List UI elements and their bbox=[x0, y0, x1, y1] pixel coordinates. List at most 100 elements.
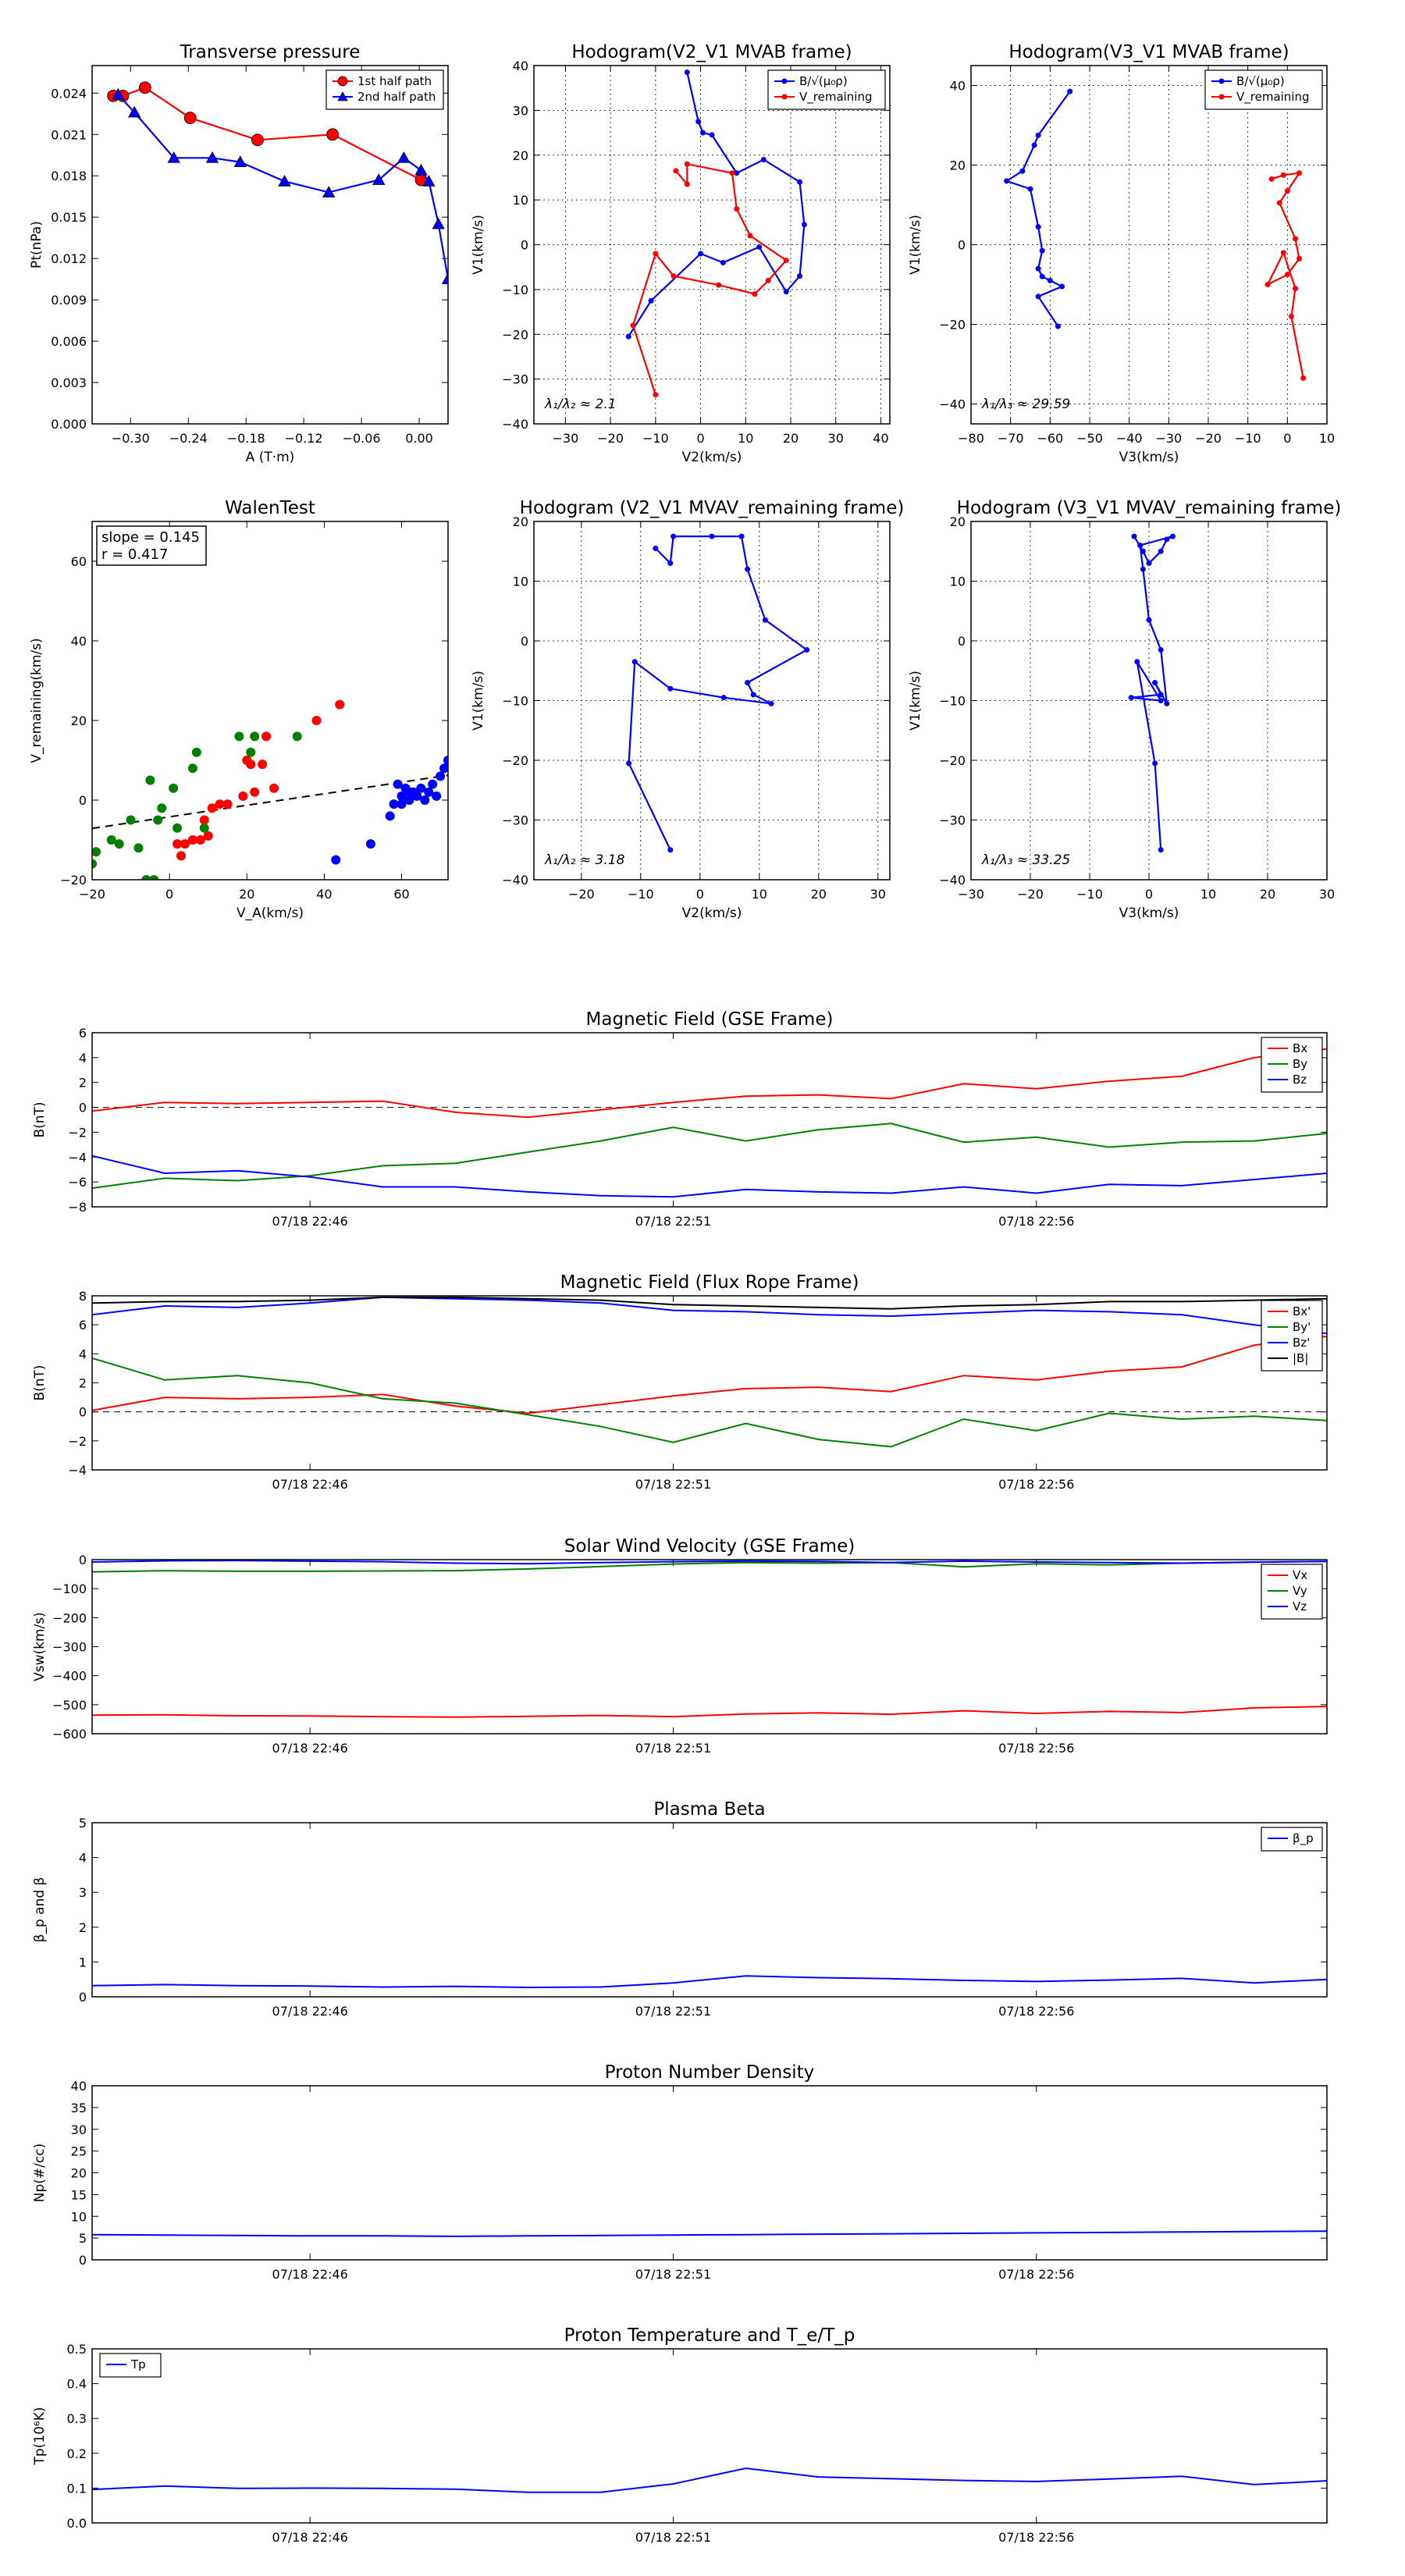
scatter-point bbox=[385, 811, 395, 821]
legend: Bx By Bz bbox=[1261, 1037, 1323, 1093]
y-tick-label: 20 bbox=[950, 514, 966, 529]
y-tick-label: 0.0 bbox=[67, 2516, 87, 2531]
series-point bbox=[1169, 533, 1176, 539]
series-point bbox=[1164, 536, 1170, 543]
legend-marker bbox=[337, 91, 348, 101]
x-tick-label: 07/18 22:46 bbox=[272, 2267, 348, 2282]
scatter-point bbox=[404, 787, 414, 797]
series-marker bbox=[278, 174, 291, 187]
series-point bbox=[709, 132, 715, 138]
scatter-point bbox=[436, 771, 446, 781]
fit-line bbox=[92, 774, 448, 830]
plot-area bbox=[107, 81, 448, 285]
series-point bbox=[1035, 265, 1041, 272]
y-axis-label: Pt(nPa) bbox=[29, 221, 44, 269]
y-tick-label: 0.000 bbox=[51, 417, 87, 432]
x-tick-label: 0 bbox=[696, 431, 704, 446]
plot-frame bbox=[970, 65, 1328, 425]
series-point bbox=[684, 161, 690, 167]
ratio-annotation: λ₁/λ₂ ≈ 2.1 bbox=[544, 397, 617, 412]
scatter-point bbox=[397, 791, 407, 801]
y-tick-label: −2 bbox=[68, 1434, 87, 1449]
plot-frame bbox=[91, 1822, 1328, 1998]
scatter-point bbox=[145, 775, 155, 785]
scatter-point bbox=[173, 823, 183, 833]
y-tick-label: 0.015 bbox=[51, 210, 87, 225]
series-point bbox=[738, 533, 745, 539]
x-tick-label: −10 bbox=[642, 431, 669, 446]
series-marker bbox=[205, 151, 219, 163]
legend-marker bbox=[1218, 78, 1225, 84]
series-marker bbox=[183, 112, 197, 124]
series-point bbox=[1297, 255, 1303, 262]
series-point bbox=[768, 700, 774, 706]
series-point bbox=[1131, 533, 1137, 539]
y-tick-label: 0 bbox=[79, 2253, 87, 2268]
series-point bbox=[1268, 176, 1275, 182]
y-tick-label: −600 bbox=[52, 1727, 87, 1742]
y-tick-label: −20 bbox=[60, 873, 87, 888]
series-point bbox=[1158, 847, 1164, 853]
series-point bbox=[670, 273, 677, 279]
series-point bbox=[1035, 224, 1041, 230]
x-tick-label: 07/18 22:56 bbox=[998, 1477, 1074, 1492]
series-line bbox=[631, 162, 788, 396]
y-tick-label: 6 bbox=[79, 1026, 87, 1041]
x-tick-label: 10 bbox=[1319, 431, 1335, 446]
chart-title: Magnetic Field (GSE Frame) bbox=[586, 1009, 834, 1030]
x-tick-label: −10 bbox=[628, 887, 654, 902]
scatter-point bbox=[292, 731, 302, 742]
series-point bbox=[1284, 272, 1290, 278]
y-tick-label: 0 bbox=[79, 793, 87, 808]
series-point bbox=[720, 259, 726, 265]
scatter-point bbox=[203, 831, 213, 841]
scatter-point bbox=[106, 835, 116, 845]
series-line bbox=[92, 2230, 1327, 2237]
series-point bbox=[1280, 172, 1286, 178]
chart-title: Transverse pressure bbox=[180, 42, 361, 62]
series-point bbox=[1264, 282, 1271, 287]
plot-area bbox=[92, 1975, 1327, 1989]
x-tick-label: 40 bbox=[316, 887, 332, 902]
x-tick-label: −30 bbox=[1155, 431, 1182, 446]
y-tick-label: 40 bbox=[950, 79, 966, 94]
series-point bbox=[1027, 186, 1033, 192]
y-tick-label: −200 bbox=[52, 1610, 87, 1625]
y-tick-label: −400 bbox=[52, 1669, 87, 1684]
y-axis-label: B(nT) bbox=[32, 1101, 48, 1137]
legend-label: Bz bbox=[1293, 1073, 1307, 1087]
y-tick-label: 30 bbox=[513, 103, 528, 118]
x-tick-label: −0.24 bbox=[169, 431, 208, 446]
legend-label: By' bbox=[1293, 1320, 1311, 1334]
legend-label: B/√(μ₀ρ) bbox=[1236, 74, 1285, 88]
series-point bbox=[1039, 247, 1045, 254]
chart-title: Proton Temperature and T_e/T_p bbox=[564, 2325, 855, 2346]
scatter-point bbox=[269, 783, 279, 793]
scatter-point bbox=[258, 760, 268, 770]
y-tick-label: −20 bbox=[939, 318, 966, 333]
legend-marker bbox=[781, 78, 788, 84]
series-point bbox=[1158, 698, 1164, 703]
x-tick-label: 07/18 22:51 bbox=[635, 2267, 711, 2282]
series-point bbox=[797, 179, 803, 185]
series-point bbox=[684, 69, 690, 76]
y-tick-label: 10 bbox=[513, 575, 528, 589]
series-point bbox=[797, 273, 803, 279]
y-axis-label: V_remaining(km/s) bbox=[29, 638, 44, 763]
y-tick-label: 10 bbox=[71, 2209, 87, 2224]
series-point bbox=[1140, 548, 1146, 554]
x-tick-label: 30 bbox=[1319, 887, 1335, 902]
x-tick-label: 0 bbox=[165, 887, 173, 902]
chart-title: Hodogram(V3_V1 MVAB frame) bbox=[1008, 42, 1289, 62]
y-tick-label: 5 bbox=[79, 1816, 87, 1831]
legend: Tp bbox=[99, 2353, 162, 2378]
y-tick-label: 20 bbox=[513, 148, 528, 163]
plot-frame bbox=[91, 2348, 1328, 2524]
series-marker bbox=[432, 217, 445, 229]
series-point bbox=[752, 291, 758, 297]
plot-frame bbox=[91, 1559, 1328, 1735]
y-tick-label: 25 bbox=[71, 2144, 87, 2159]
x-tick-label: 07/18 22:51 bbox=[635, 1214, 711, 1229]
series-point bbox=[653, 545, 659, 551]
